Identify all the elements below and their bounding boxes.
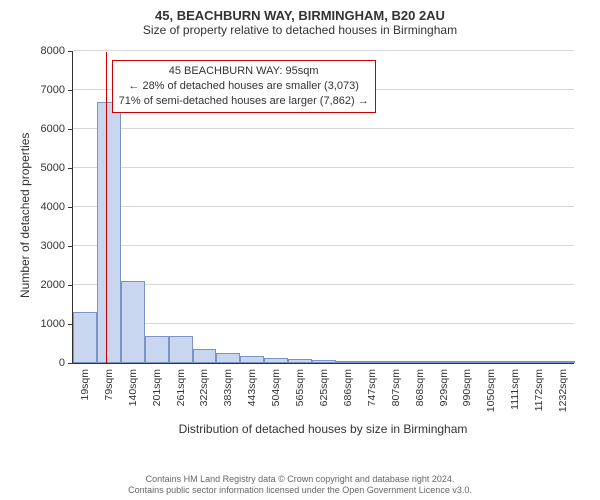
gridline [73,167,574,168]
x-tick-label: 504sqm [270,363,282,406]
gridline [73,206,574,207]
annot-line-2: ← 28% of detached houses are smaller (3,… [119,79,369,94]
y-tick-label: 7000 [41,84,73,96]
x-tick-label: 1172sqm [533,363,545,411]
x-tick-label: 1050sqm [485,363,497,412]
chart-title: 45, BEACHBURN WAY, BIRMINGHAM, B20 2AU [0,0,600,23]
histogram-bar [169,336,193,363]
x-tick-label: 929sqm [438,363,450,406]
x-tick-label: 807sqm [390,363,402,406]
x-tick-label: 747sqm [366,363,378,406]
annot-line-1: 45 BEACHBURN WAY: 95sqm [119,64,369,79]
gridline [73,323,574,324]
x-tick-label: 686sqm [342,363,354,406]
x-axis-label: Distribution of detached houses by size … [72,422,574,436]
y-tick-label: 2000 [41,279,73,291]
chart-container: { "title": "45, BEACHBURN WAY, BIRMINGHA… [0,0,600,500]
histogram-bar [216,353,240,363]
y-tick-label: 1000 [41,318,73,330]
x-tick-label: 322sqm [198,363,210,406]
annot-line-3: 71% of semi-detached houses are larger (… [119,94,369,109]
y-tick-label: 4000 [41,201,73,213]
x-tick-label: 625sqm [318,363,330,406]
histogram-bar [97,102,121,363]
x-tick-label: 443sqm [246,363,258,406]
gridline [73,50,574,51]
x-tick-label: 19sqm [79,363,91,401]
y-axis-label: Number of detached properties [18,133,32,298]
plot-area: 01000200030004000500060007000800019sqm79… [72,52,574,364]
x-tick-label: 868sqm [414,363,426,406]
x-tick-label: 140sqm [127,363,139,406]
footer-line-1: Contains HM Land Registry data © Crown c… [0,474,600,485]
y-tick-label: 0 [59,357,73,369]
chart-subtitle: Size of property relative to detached ho… [0,23,600,37]
x-tick-label: 261sqm [175,363,187,406]
gridline [73,284,574,285]
histogram-bar [73,312,97,363]
x-tick-label: 565sqm [294,363,306,406]
y-tick-label: 5000 [41,162,73,174]
footer-line-2: Contains public sector information licen… [0,485,600,496]
histogram-bar [240,356,264,363]
gridline [73,245,574,246]
x-tick-label: 201sqm [151,363,163,406]
gridline [73,128,574,129]
x-tick-label: 1232sqm [557,363,569,412]
histogram-bar [193,349,217,363]
reference-line [106,52,107,363]
histogram-bar [145,336,169,363]
histogram-bar [121,281,145,363]
y-tick-label: 3000 [41,240,73,252]
x-tick-label: 1111sqm [509,363,521,410]
footer: Contains HM Land Registry data © Crown c… [0,474,600,497]
y-tick-label: 6000 [41,123,73,135]
x-tick-label: 990sqm [461,363,473,406]
x-tick-label: 79sqm [103,363,115,401]
annotation-box: 45 BEACHBURN WAY: 95sqm← 28% of detached… [112,60,376,113]
y-tick-label: 8000 [41,45,73,57]
x-tick-label: 383sqm [222,363,234,406]
